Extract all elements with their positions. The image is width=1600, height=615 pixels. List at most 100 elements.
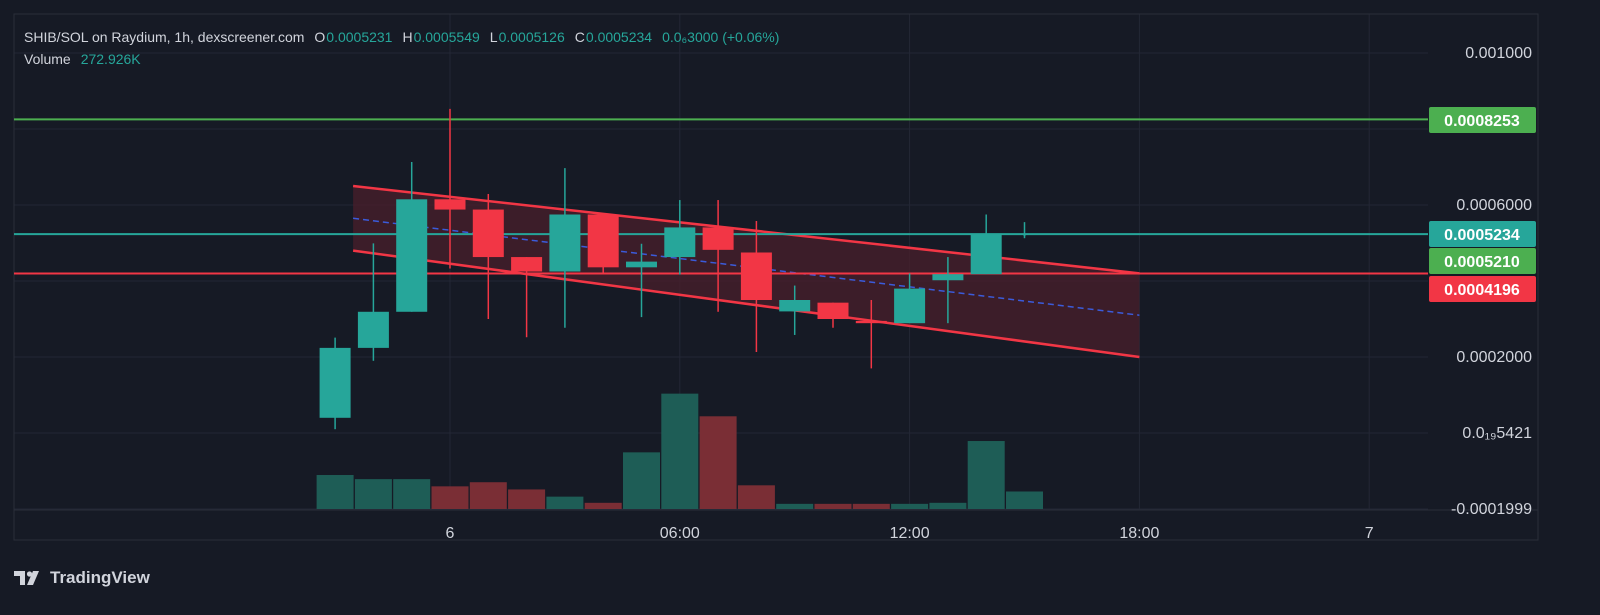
low-value-group: L 0.0005126 bbox=[490, 26, 565, 48]
candle bbox=[319, 337, 351, 430]
volume-bar bbox=[852, 503, 890, 509]
candle-body bbox=[511, 257, 543, 272]
candle bbox=[511, 257, 543, 338]
volume-bar bbox=[354, 479, 392, 509]
candle-body bbox=[740, 252, 772, 300]
symbol-title[interactable]: SHIB/SOL on Raydium, 1h, dexscreener.com bbox=[24, 29, 305, 45]
time-axis: 6 06:00 12:00 18:00 7 bbox=[446, 525, 1374, 542]
candle bbox=[817, 302, 849, 328]
price-badge-label: 0.0004196 bbox=[1444, 282, 1520, 299]
open-value: 0.0005231 bbox=[326, 29, 393, 45]
candle bbox=[549, 168, 581, 328]
volume-bar bbox=[431, 486, 469, 509]
volume-bar bbox=[929, 502, 967, 509]
candle bbox=[1023, 222, 1026, 239]
volume-bar bbox=[393, 479, 431, 509]
price-badge-label: 0.0008253 bbox=[1444, 113, 1520, 130]
candle bbox=[664, 200, 696, 275]
volume-bar bbox=[584, 502, 622, 509]
candle bbox=[970, 214, 1002, 275]
price-axis-label: -0.0001999 bbox=[1451, 501, 1532, 518]
candle bbox=[702, 200, 734, 312]
candle-body bbox=[779, 300, 811, 312]
candle bbox=[626, 243, 657, 318]
volume-bar bbox=[508, 489, 546, 509]
tradingview-logo-icon bbox=[14, 571, 39, 585]
candle-body bbox=[894, 288, 926, 324]
volume-bar bbox=[469, 482, 507, 509]
low-key: L bbox=[489, 29, 498, 45]
price-axis-label: 0.0₁₉5421 bbox=[1462, 425, 1532, 442]
candle bbox=[357, 243, 389, 361]
channel-lower-line bbox=[352, 249, 1140, 359]
candle bbox=[779, 285, 811, 335]
time-axis-label: 06:00 bbox=[660, 525, 700, 542]
candle bbox=[740, 220, 772, 353]
candle-body bbox=[434, 199, 466, 210]
candle-body bbox=[396, 199, 428, 312]
volume-bar bbox=[967, 441, 1005, 509]
high-value-group: H 0.0005549 bbox=[402, 26, 479, 48]
ohlc-row: SHIB/SOL on Raydium, 1h, dexscreener.com… bbox=[24, 26, 779, 48]
volume-bar bbox=[891, 503, 929, 509]
tradingview-brand[interactable]: TradingView bbox=[14, 568, 150, 588]
time-axis-label: 6 bbox=[446, 525, 455, 542]
candle bbox=[932, 257, 964, 324]
brand-name: TradingView bbox=[50, 568, 150, 587]
candle-body bbox=[587, 214, 619, 268]
candle-body bbox=[970, 234, 1002, 275]
price-badge-label: 0.0005210 bbox=[1444, 254, 1520, 271]
close-key: C bbox=[574, 29, 585, 45]
price-badge-label: 0.0005234 bbox=[1444, 227, 1520, 244]
price-badge-support: 0.0004196 bbox=[1429, 276, 1536, 302]
volume-bars bbox=[316, 393, 1043, 509]
time-axis-label: 18:00 bbox=[1119, 525, 1159, 542]
close-value-group: C 0.0005234 bbox=[575, 26, 652, 48]
candle bbox=[396, 162, 428, 312]
change-value: 0.0₆3000 (+0.06%) bbox=[662, 29, 780, 45]
time-axis-label: 7 bbox=[1365, 525, 1374, 542]
candle-body bbox=[549, 214, 581, 272]
price-axis-label: 0.0006000 bbox=[1456, 197, 1532, 214]
price-badge-bg bbox=[1429, 248, 1536, 274]
volume-label[interactable]: Volume bbox=[24, 51, 71, 67]
price-badge-level: 0.0005210 bbox=[1429, 248, 1536, 274]
candle-body bbox=[817, 302, 849, 319]
candle-body bbox=[664, 227, 696, 258]
price-badges: 0.0008253 0.0005234 0.0005210 0.0004196 bbox=[1429, 107, 1536, 302]
price-badge-resistance: 0.0008253 bbox=[1429, 107, 1536, 133]
volume-bar bbox=[623, 452, 660, 509]
volume-row: Volume 272.926K bbox=[24, 48, 779, 70]
volume-bar bbox=[776, 503, 814, 509]
volume-bar bbox=[661, 393, 699, 509]
candle bbox=[434, 108, 466, 269]
volume-bar bbox=[546, 496, 584, 509]
open-value-group: O 0.0005231 bbox=[314, 26, 392, 48]
volume-bar bbox=[1006, 491, 1043, 509]
candle-body bbox=[702, 227, 734, 250]
candles bbox=[319, 108, 1026, 430]
candle-body bbox=[319, 347, 351, 418]
low-value: 0.0005126 bbox=[498, 29, 565, 45]
price-axis-label: 0.0002000 bbox=[1456, 349, 1532, 366]
candle-body bbox=[1023, 234, 1026, 237]
price-axis: 0.001000 0.0006000 0.0002000 0.0₁₉5421 -0.00… bbox=[1451, 45, 1532, 518]
volume-bar bbox=[814, 503, 852, 509]
candle-body bbox=[932, 274, 964, 281]
chart-legend: SHIB/SOL on Raydium, 1h, dexscreener.com… bbox=[24, 26, 779, 70]
price-badge-current: 0.0005234 bbox=[1429, 221, 1536, 247]
price-badge-bg bbox=[1429, 221, 1536, 247]
open-key: O bbox=[314, 29, 326, 45]
price-badge-bg bbox=[1429, 276, 1536, 302]
candle-body bbox=[472, 209, 504, 258]
candle bbox=[587, 214, 619, 274]
candle bbox=[894, 273, 926, 324]
high-key: H bbox=[402, 29, 413, 45]
candle-body bbox=[626, 261, 657, 268]
price-badge-bg bbox=[1429, 107, 1536, 133]
candle bbox=[855, 300, 887, 369]
high-value: 0.0005549 bbox=[413, 29, 480, 45]
channel-upper-line bbox=[352, 184, 1140, 275]
